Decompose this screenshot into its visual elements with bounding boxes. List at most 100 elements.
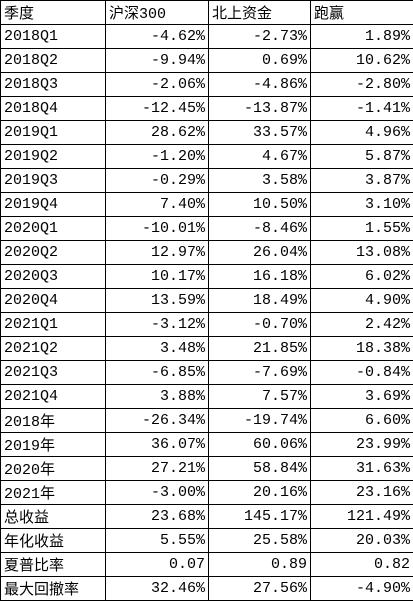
value-cell: 5.55% [105,528,209,553]
value-cell: -13.87% [208,96,311,121]
value-cell: 5.87% [310,144,413,169]
row-label: 2020Q4 [0,288,106,313]
row-label: 2018Q2 [0,48,106,73]
row-label: 年化收益 [0,528,106,553]
value-cell: -1.20% [105,144,209,169]
data-row: 2020年 27.21% 58.84% 31.63% [0,456,413,481]
value-cell: 27.56% [208,576,311,601]
data-row: 2021Q1 -3.12% -0.70% 2.42% [0,312,413,337]
row-label: 2019Q2 [0,144,106,169]
value-cell: -6.85% [105,360,209,385]
row-label: 2021Q3 [0,360,106,385]
value-cell: 23.68% [105,504,209,529]
value-cell: -12.45% [105,96,209,121]
value-cell: 60.06% [208,432,311,457]
value-cell: 121.49% [310,504,413,529]
value-cell: 31.63% [310,456,413,481]
data-row: 2019Q3 -0.29% 3.58% 3.87% [0,168,413,193]
value-cell: 0.07 [105,552,209,577]
value-cell: -2.73% [208,24,311,49]
row-label: 2019Q4 [0,192,106,217]
row-label: 2018年 [0,408,106,433]
header-cell: 沪深300 [105,0,209,25]
value-cell: 27.21% [105,456,209,481]
value-cell: 28.62% [105,120,209,145]
value-cell: 7.40% [105,192,209,217]
value-cell: -8.46% [208,216,311,241]
value-cell: 10.62% [310,48,413,73]
row-label: 2018Q4 [0,96,106,121]
value-cell: 36.07% [105,432,209,457]
row-label: 2021Q2 [0,336,106,361]
value-cell: 4.67% [208,144,311,169]
value-cell: -1.41% [310,96,413,121]
row-label: 总收益 [0,504,106,529]
value-cell: 6.60% [310,408,413,433]
row-label: 2020年 [0,456,106,481]
value-cell: -0.84% [310,360,413,385]
value-cell: 32.46% [105,576,209,601]
value-cell: -4.90% [310,576,413,601]
value-cell: 145.17% [208,504,311,529]
value-cell: 3.10% [310,192,413,217]
data-row: 2021Q4 3.88% 7.57% 3.69% [0,384,413,409]
value-cell: 3.58% [208,168,311,193]
data-row: 2020Q1 -10.01% -8.46% 1.55% [0,216,413,241]
data-row: 2021Q2 3.48% 21.85% 18.38% [0,336,413,361]
row-label: 2021年 [0,480,106,505]
value-cell: 33.57% [208,120,311,145]
value-cell: 4.96% [310,120,413,145]
value-cell: 1.89% [310,24,413,49]
header-cell: 跑赢 [310,0,413,25]
row-label: 2019Q1 [0,120,106,145]
row-label: 2020Q3 [0,264,106,289]
data-row: 2018年 -26.34% -19.74% 6.60% [0,408,413,433]
value-cell: -3.00% [105,480,209,505]
data-row: 2020Q3 10.17% 16.18% 6.02% [0,264,413,289]
value-cell: 13.59% [105,288,209,313]
row-label: 2019年 [0,432,106,457]
value-cell: 6.02% [310,264,413,289]
value-cell: 23.16% [310,480,413,505]
row-label: 2018Q3 [0,72,106,97]
value-cell: -26.34% [105,408,209,433]
data-row: 总收益 23.68% 145.17% 121.49% [0,504,413,529]
data-row: 2020Q4 13.59% 18.49% 4.90% [0,288,413,313]
value-cell: 18.49% [208,288,311,313]
row-label: 2020Q2 [0,240,106,265]
value-cell: -9.94% [105,48,209,73]
value-cell: 3.87% [310,168,413,193]
data-row: 2019年 36.07% 60.06% 23.99% [0,432,413,457]
value-cell: 12.97% [105,240,209,265]
value-cell: -0.70% [208,312,311,337]
value-cell: 13.08% [310,240,413,265]
data-row: 最大回撤率 32.46% 27.56% -4.90% [0,576,413,601]
value-cell: -4.86% [208,72,311,97]
data-row: 2020Q2 12.97% 26.04% 13.08% [0,240,413,265]
data-row: 2021Q3 -6.85% -7.69% -0.84% [0,360,413,385]
value-cell: 4.90% [310,288,413,313]
value-cell: -19.74% [208,408,311,433]
value-cell: 10.17% [105,264,209,289]
value-cell: 2.42% [310,312,413,337]
value-cell: -3.12% [105,312,209,337]
value-cell: 25.58% [208,528,311,553]
value-cell: -7.69% [208,360,311,385]
value-cell: 18.38% [310,336,413,361]
data-row: 2018Q1 -4.62% -2.73% 1.89% [0,24,413,49]
value-cell: 3.88% [105,384,209,409]
value-cell: 3.48% [105,336,209,361]
value-cell: 0.82 [310,552,413,577]
value-cell: 23.99% [310,432,413,457]
data-row: 2019Q2 -1.20% 4.67% 5.87% [0,144,413,169]
value-cell: 3.69% [310,384,413,409]
value-cell: 1.55% [310,216,413,241]
value-cell: 58.84% [208,456,311,481]
data-row: 2019Q1 28.62% 33.57% 4.96% [0,120,413,145]
value-cell: -2.06% [105,72,209,97]
header-cell: 季度 [0,0,106,25]
value-cell: -0.29% [105,168,209,193]
